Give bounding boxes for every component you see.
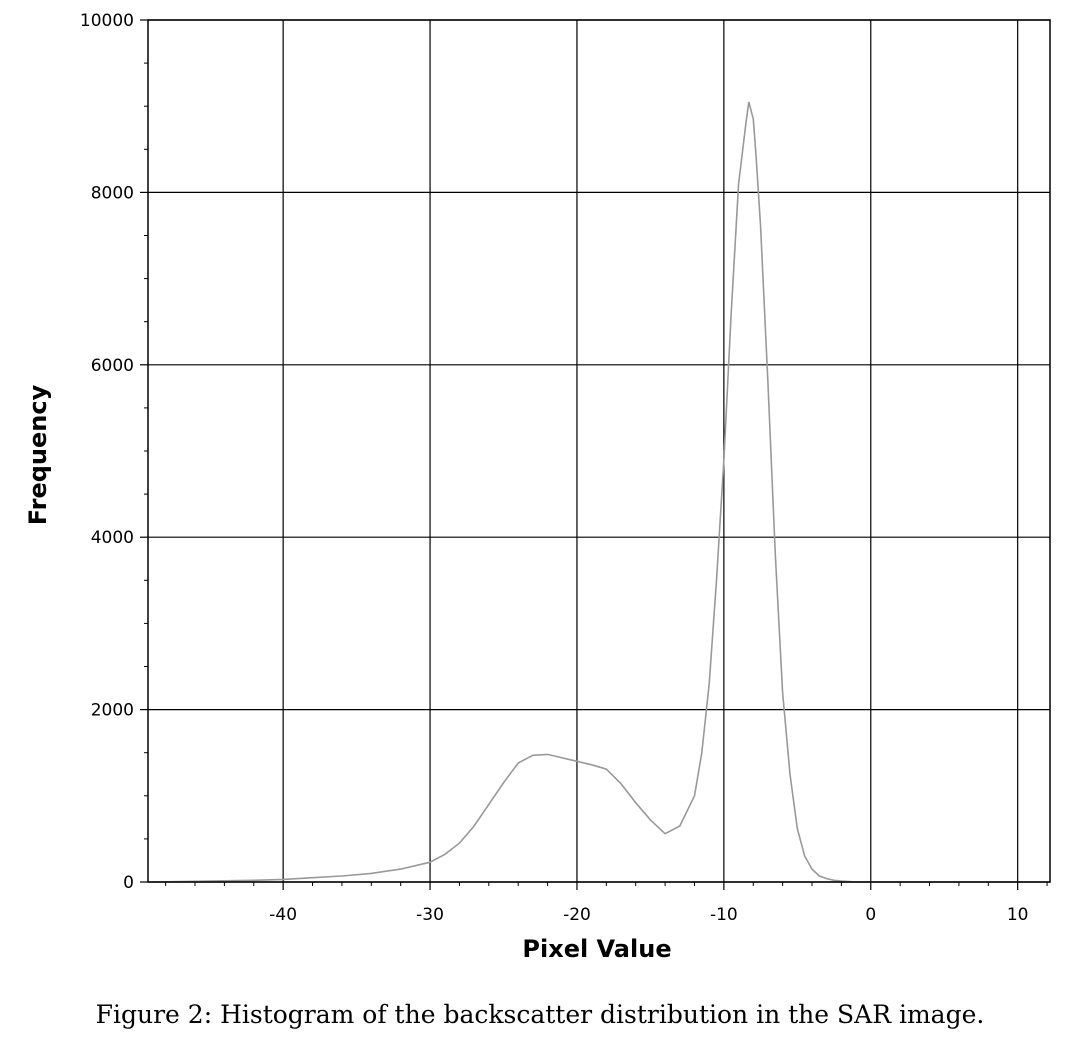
histogram-series-line xyxy=(150,101,1048,883)
y-tick-label: 10000 xyxy=(80,11,134,31)
y-tick-label: 8000 xyxy=(91,183,134,203)
histogram-chart: -40 -30 -20 -10 0 10 0 2000 4000 6000 8000 10000 P… xyxy=(24,11,1051,963)
x-tick-label: -20 xyxy=(563,905,591,925)
y-tick-label: 4000 xyxy=(91,528,134,548)
grid-lines xyxy=(140,19,1050,890)
figure-caption: Figure 2: Histogram of the backscatter d… xyxy=(95,1000,985,1029)
minor-ticks xyxy=(144,62,1048,886)
x-tick-label: 10 xyxy=(1007,905,1029,925)
x-tick-label: -40 xyxy=(269,905,297,925)
x-tick-labels: -40 -30 -20 -10 0 10 xyxy=(269,905,1028,925)
plot-area xyxy=(148,20,1050,882)
x-axis-title: Pixel Value xyxy=(522,935,671,963)
x-tick-label: 0 xyxy=(865,905,876,925)
x-tick-label: -30 xyxy=(416,905,444,925)
x-tick-label: -10 xyxy=(710,905,738,925)
y-tick-label: 0 xyxy=(123,873,134,893)
y-tick-label: 6000 xyxy=(91,356,134,376)
y-tick-label: 2000 xyxy=(91,701,134,721)
plot-frame xyxy=(147,19,1051,883)
y-tick-labels: 0 2000 4000 6000 8000 10000 xyxy=(80,11,134,893)
y-axis-title: Frequency xyxy=(24,384,52,525)
